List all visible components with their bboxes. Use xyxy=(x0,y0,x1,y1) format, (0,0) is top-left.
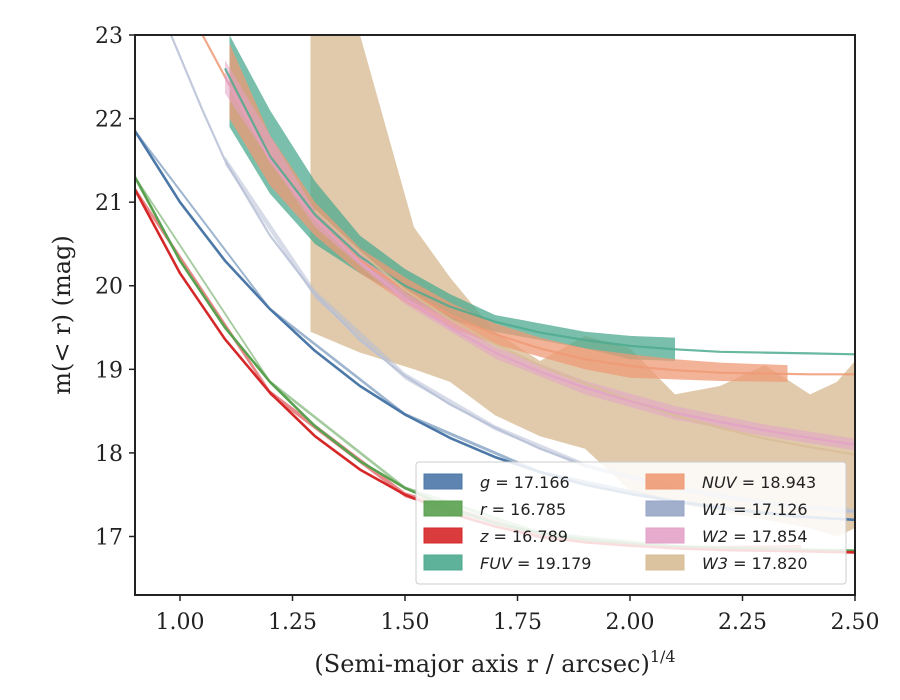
y-tick-label: 18 xyxy=(95,442,123,467)
legend-swatch-w1 xyxy=(645,500,685,517)
legend-swatch-w2 xyxy=(645,527,685,544)
legend-swatch-fuv xyxy=(423,554,463,571)
x-tick-label: 1.50 xyxy=(381,610,430,635)
legend-box xyxy=(415,461,847,585)
legend-swatch-nuv xyxy=(645,473,685,490)
y-tick-label: 20 xyxy=(95,275,123,300)
y-tick-label: 21 xyxy=(95,191,123,216)
x-axis: 1.00 1.25 1.50 1.75 2.00 2.25 2.50 xyxy=(156,595,880,635)
legend-label-fuv: FUV = 19.179 xyxy=(480,554,591,573)
plot-frame xyxy=(134,34,856,596)
curve-w2 xyxy=(224,76,855,446)
legend-swatch-g xyxy=(423,473,463,490)
legend-label-w1: W1 = 17.126 xyxy=(702,500,808,519)
legend-label-g: g = 17.166 xyxy=(480,473,570,492)
y-tick-label: 17 xyxy=(95,525,123,550)
legend-label-w3: W3 = 17.820 xyxy=(702,554,808,573)
y-tick-label: 22 xyxy=(95,108,123,133)
legend-swatch-r xyxy=(423,500,463,517)
x-tick-label: 1.00 xyxy=(156,610,205,635)
x-tick-label: 1.75 xyxy=(493,610,542,635)
x-axis-label-power: 1/4 xyxy=(650,647,676,666)
curve-w3 xyxy=(314,209,855,456)
x-axis-label: (Semi-major axis r / arcsec)1/4 xyxy=(314,647,675,678)
legend-label-nuv: NUV = 18.943 xyxy=(702,473,816,492)
x-tick-label: 1.25 xyxy=(268,610,317,635)
y-tick-label: 23 xyxy=(95,24,123,49)
legend-swatch-w3 xyxy=(645,554,685,571)
legend: g = 17.166 r = 16.785 z = 16.789 FUV = 19.1… xyxy=(415,461,847,585)
legend-swatch-z xyxy=(423,527,463,544)
legend-label-z: z = 16.789 xyxy=(479,527,568,546)
x-tick-label: 2.25 xyxy=(718,610,767,635)
legend-label-w2: W2 = 17.854 xyxy=(702,527,808,546)
band-fill-fuv xyxy=(229,35,675,361)
y-axis-label: m(< r) (mag) xyxy=(48,235,76,394)
y-axis: 17 18 19 20 21 22 23 xyxy=(95,24,135,550)
curve-fuv xyxy=(224,67,855,356)
x-tick-label: 2.50 xyxy=(831,610,880,635)
band-fill-g xyxy=(135,129,801,519)
legend-label-r: r = 16.785 xyxy=(480,500,566,519)
band-fill-w3 xyxy=(310,35,855,537)
x-tick-label: 2.00 xyxy=(606,610,655,635)
y-tick-label: 19 xyxy=(95,358,123,383)
